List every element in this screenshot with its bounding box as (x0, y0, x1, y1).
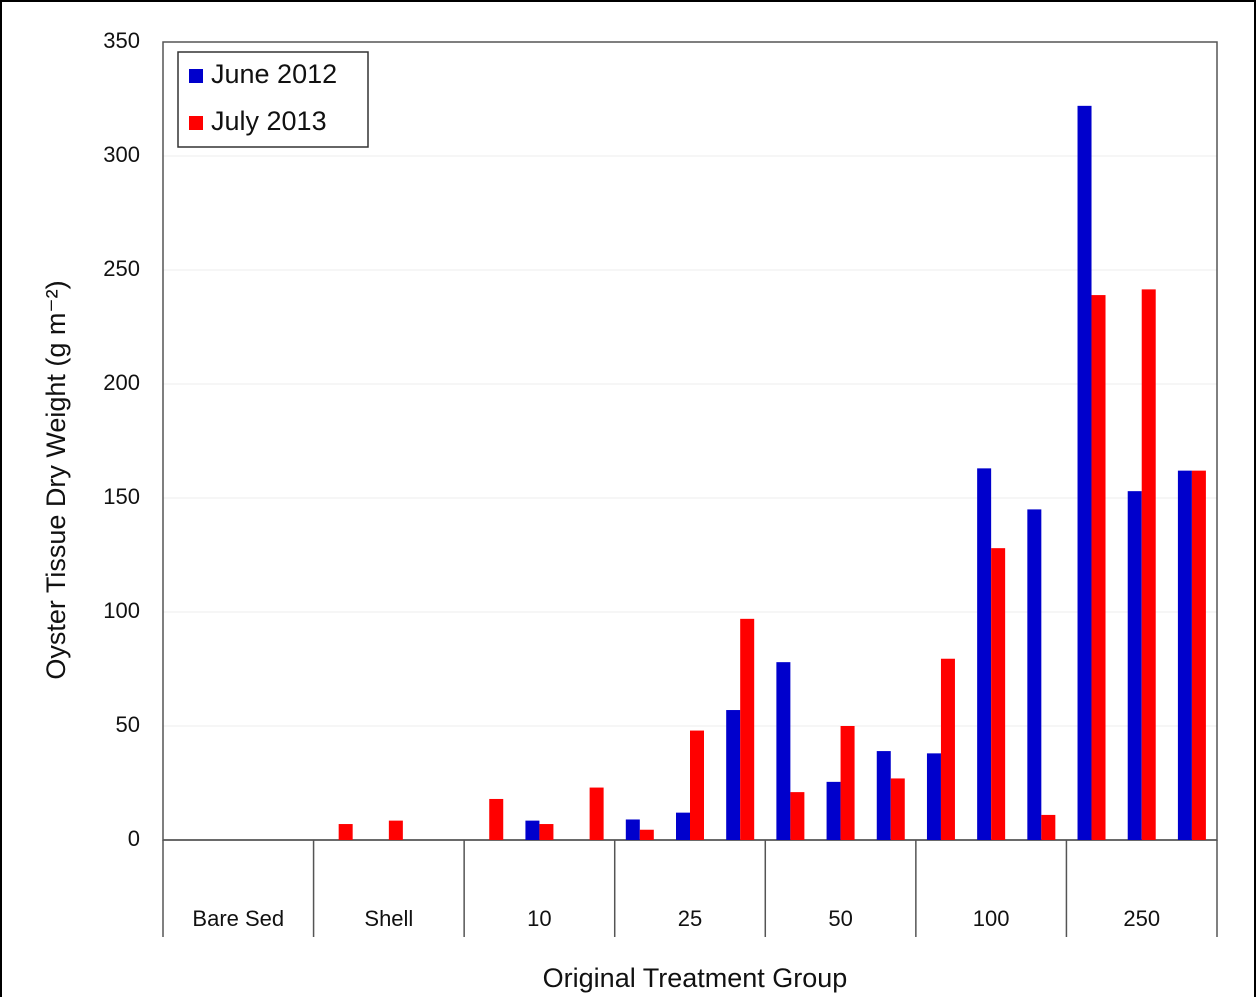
bar (1027, 509, 1042, 840)
x-tick-label: Shell (364, 906, 413, 931)
bar (926, 753, 941, 840)
bar (1077, 105, 1092, 841)
y-tick-label: 350 (103, 28, 140, 53)
bar (1127, 491, 1142, 840)
bar (1177, 470, 1192, 840)
bar (740, 618, 755, 840)
bar (1091, 295, 1106, 841)
bar (676, 812, 690, 840)
bar (690, 730, 704, 840)
bar (940, 658, 955, 840)
bar (539, 824, 554, 840)
legend-box (177, 51, 369, 148)
y-tick-label: 100 (103, 598, 140, 623)
y-tick-label: 300 (103, 142, 140, 167)
x-tick-label: 10 (527, 906, 551, 931)
bar (625, 819, 640, 840)
bar (338, 824, 353, 840)
bar (589, 787, 604, 840)
bar (1041, 814, 1056, 840)
bar (826, 781, 841, 840)
plot-border (162, 41, 1218, 841)
bar (489, 798, 504, 840)
y-tick-label: 50 (116, 712, 140, 737)
bar (890, 778, 905, 840)
bar (388, 820, 403, 840)
x-tick-label: 25 (678, 906, 702, 931)
bar (876, 751, 891, 840)
bar (726, 710, 741, 840)
legend-swatch (189, 69, 203, 83)
bar (1191, 470, 1206, 840)
x-tick-label: Bare Sed (192, 906, 284, 931)
y-tick-label: 200 (103, 370, 140, 395)
bar (639, 829, 654, 840)
y-axis-title: Oyster Tissue Dry Weight (g m⁻²) (41, 280, 71, 679)
bar (977, 468, 992, 840)
bar (840, 726, 855, 840)
y-tick-label: 150 (103, 484, 140, 509)
bar (790, 792, 805, 840)
x-tick-label: 50 (828, 906, 852, 931)
x-tick-label: 100 (973, 906, 1010, 931)
bar (1141, 289, 1156, 840)
bar (991, 548, 1006, 840)
bar (776, 662, 791, 840)
legend-swatch (189, 116, 203, 130)
legend-label: June 2012 (211, 59, 337, 89)
y-tick-label: 250 (103, 256, 140, 281)
x-tick-label: 250 (1123, 906, 1160, 931)
legend-label: July 2013 (211, 106, 327, 136)
bar (525, 820, 540, 840)
y-tick-label: 0 (128, 826, 140, 851)
x-axis-title: Original Treatment Group (543, 963, 848, 993)
